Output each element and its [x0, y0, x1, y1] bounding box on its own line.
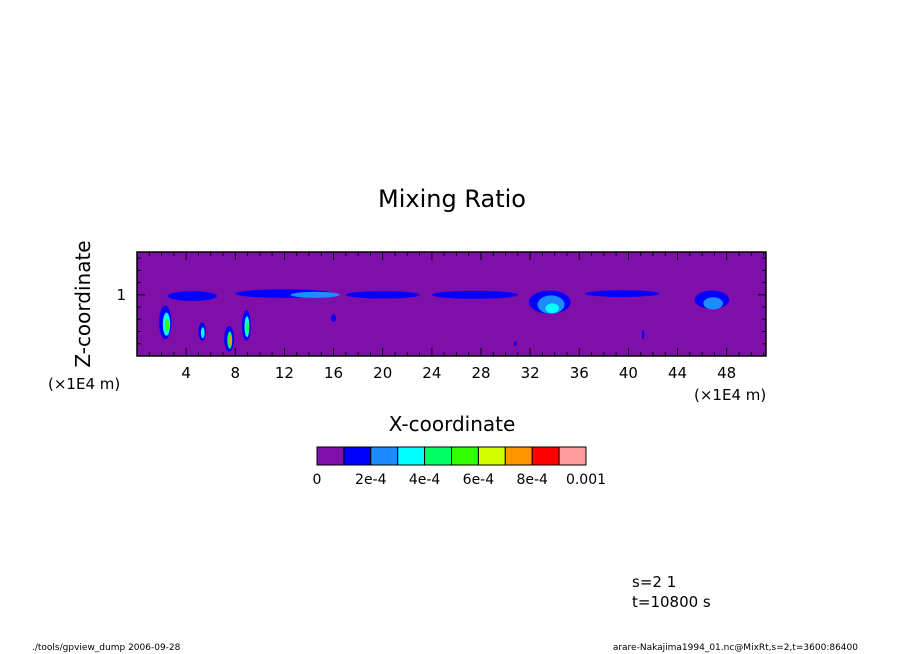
colorbar-label: 0 [313, 472, 322, 488]
colorbar-swatch [343, 446, 372, 466]
contour-region-10 [703, 297, 724, 310]
contour-region-3 [345, 291, 420, 299]
footer-right: arare-Nakajima1994_01.nc@MixRt,s=2,t=360… [613, 643, 858, 653]
colorbar-label: 0.001 [566, 472, 606, 488]
x-tick-label: 4 [181, 364, 191, 382]
colorbar-swatch [558, 446, 587, 466]
colorbar-swatch [451, 446, 479, 466]
contour-region-18 [229, 335, 232, 346]
colorbar-label: 4e-4 [409, 472, 441, 488]
y-axis-ticks: 1 [116, 257, 766, 345]
colorbar-swatch [531, 446, 560, 466]
contour-region-21 [246, 321, 249, 333]
contour-region-2 [290, 291, 340, 298]
colorbar-swatch [316, 446, 345, 466]
x-tick-label: 40 [619, 364, 638, 382]
x-axis-ticks: 4 8 12 16 20 24 28 32 36 40 44 48 [148, 252, 765, 382]
plot-frame [136, 251, 767, 357]
info-line-2: t=10800 s [632, 593, 711, 611]
x-tick-label: 36 [570, 364, 589, 382]
x-tick-label: 32 [521, 364, 540, 382]
contour-fill-group [159, 289, 730, 352]
colorbar-swatch [504, 446, 533, 466]
colorbar: 0 2e-4 4e-4 6e-4 8e-4 0.001 [313, 446, 606, 488]
colorbar-label: 2e-4 [355, 472, 387, 488]
contour-region-24 [641, 330, 645, 340]
footer-left: ./tools/gpview_dump 2006-09-28 [32, 643, 181, 653]
x-tick-label: 24 [422, 364, 441, 382]
contour-region-13 [165, 318, 169, 333]
contour-region-4 [431, 290, 518, 299]
x-tick-label: 20 [373, 364, 392, 382]
x-axis-unit: (×1E4 m) [694, 386, 766, 404]
x-tick-label: 16 [324, 364, 343, 382]
plot-background [137, 252, 766, 356]
colorbar-swatch [477, 446, 506, 466]
colorbar-swatch [370, 446, 399, 466]
y-axis-unit: (×1E4 m) [48, 375, 120, 393]
colorbar-swatch [424, 446, 453, 466]
contour-region-8 [585, 290, 660, 297]
contour-region-22 [331, 314, 337, 322]
y-axis-label: Z-coordinate [71, 240, 95, 367]
x-tick-label: 12 [275, 364, 294, 382]
contour-region-15 [200, 327, 205, 339]
x-axis-label: X-coordinate [389, 412, 516, 436]
contour-region-7 [545, 303, 559, 314]
info-line-1: s=2 1 [632, 573, 676, 591]
x-tick-label: 8 [231, 364, 241, 382]
plot-area: 4 8 12 16 20 24 28 32 36 40 44 48 1 [116, 251, 767, 382]
colorbar-label: 6e-4 [463, 472, 495, 488]
x-tick-label: 44 [668, 364, 687, 382]
x-tick-label: 48 [717, 364, 736, 382]
contour-region-23 [514, 341, 517, 347]
colorbar-label: 8e-4 [516, 472, 548, 488]
y-tick-label: 1 [116, 286, 126, 304]
colorbar-swatch [397, 446, 426, 466]
chart-title: Mixing Ratio [378, 185, 526, 213]
contour-region-0 [167, 291, 217, 301]
x-tick-label: 28 [471, 364, 490, 382]
